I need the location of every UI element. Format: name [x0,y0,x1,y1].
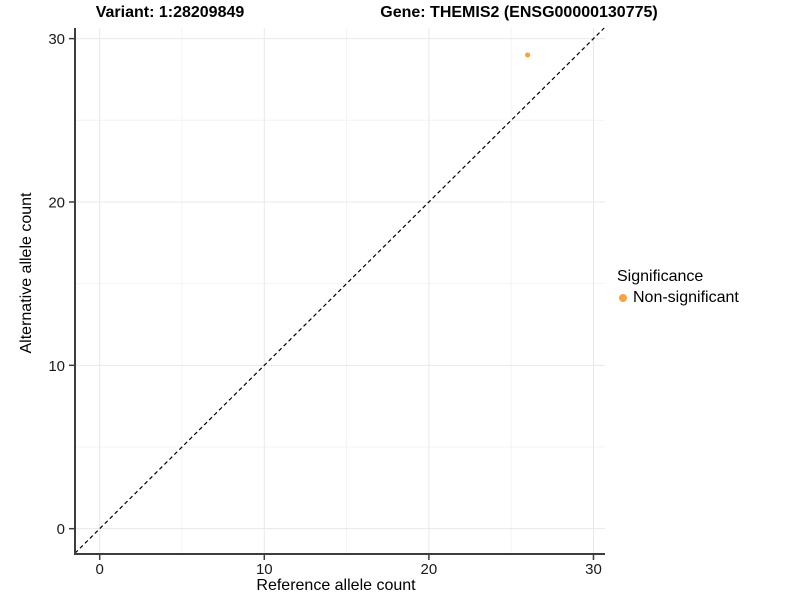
x-tick-label-10: 10 [256,561,273,578]
data-point [525,52,531,58]
x-tick-label-20: 20 [421,561,438,578]
gene-title: Gene: THEMIS2 (ENSG00000130775) [380,4,658,21]
y-axis-title: Alternative allele count [18,192,35,354]
x-tick-label-30: 30 [585,561,602,578]
legend-title: Significance [617,268,704,285]
dot-icon [619,294,627,302]
x-tick-label-0: 0 [96,561,104,578]
x-axis-title: Reference allele count [256,577,416,594]
identity-dashed-line [74,27,605,554]
legend: Significance Non-significant [615,268,739,307]
y-tick-label-0: 0 [57,521,65,538]
legend-item-non-significant: Non-significant [615,289,739,307]
variant-title: Variant: 1:28209849 [95,4,245,21]
y-tick-label-30: 30 [48,31,65,48]
legend-item-label: Non-significant [633,289,739,306]
y-tick-label-10: 10 [48,358,65,375]
y-tick-label-20: 20 [48,194,65,211]
